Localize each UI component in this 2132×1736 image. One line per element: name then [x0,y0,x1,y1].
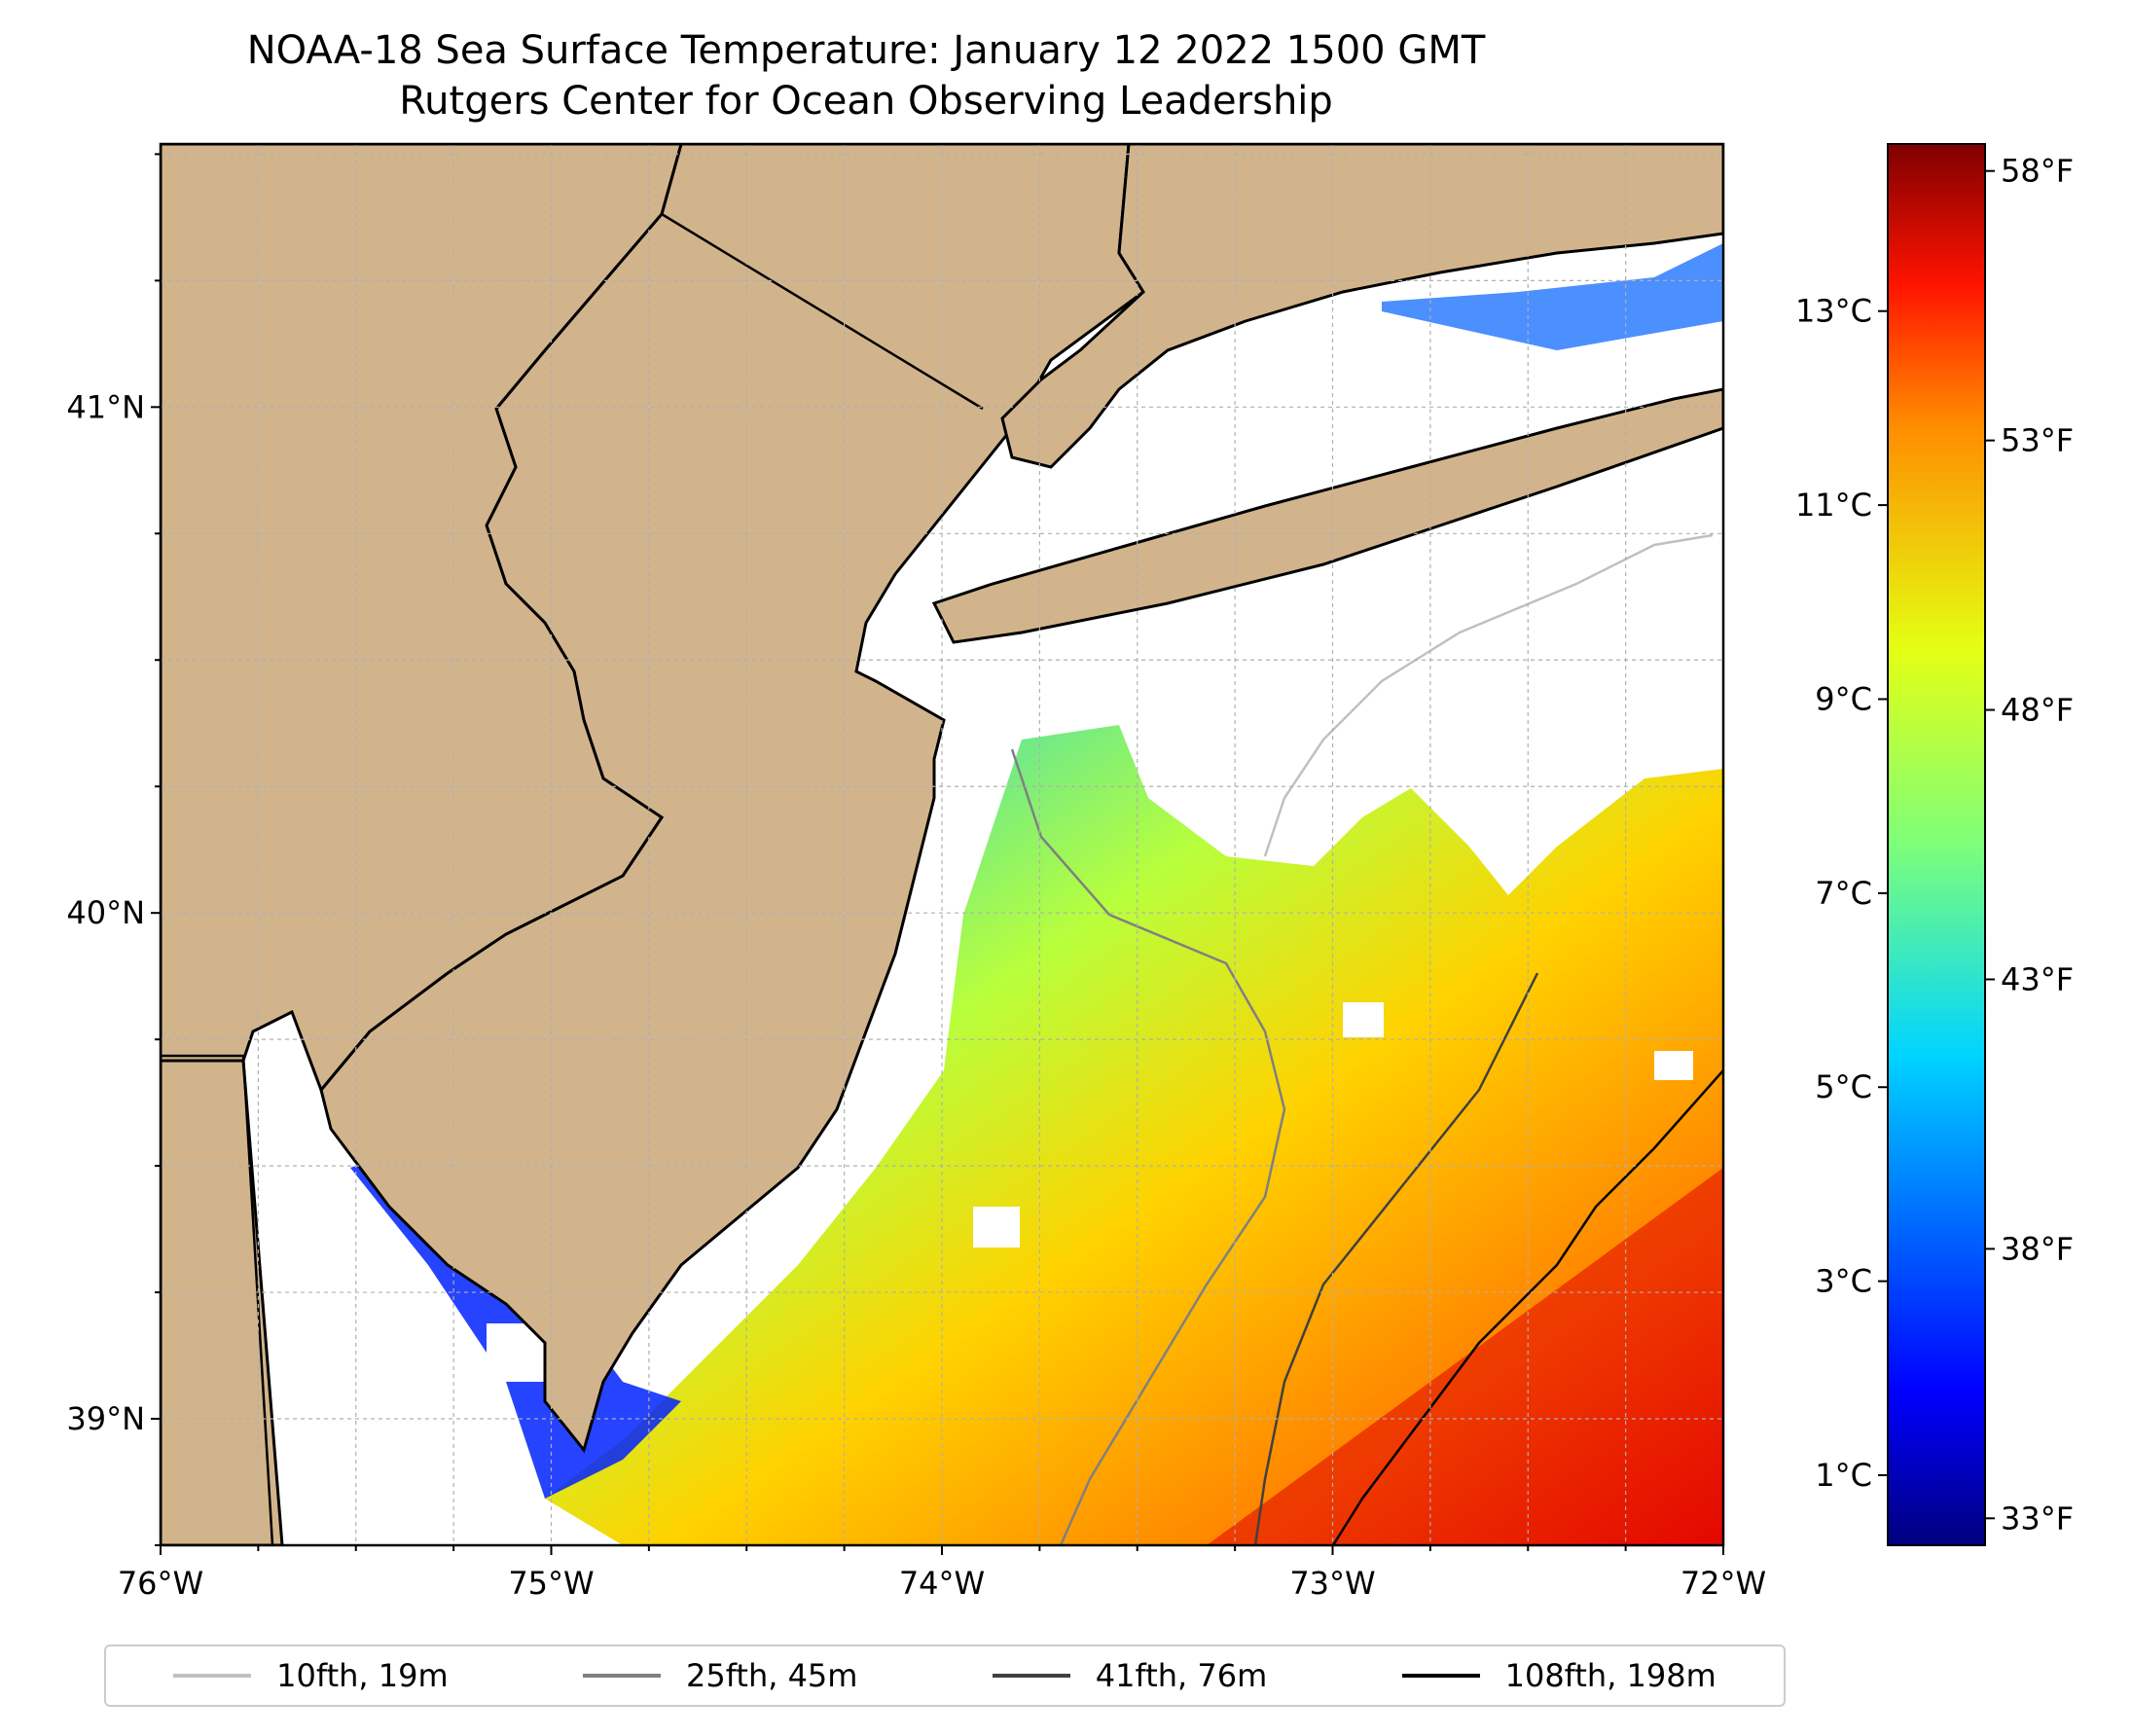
colorbar-celsius-label: 3°C [1815,1263,1872,1300]
lon-tick-label: 72°W [1680,1565,1766,1602]
contour-108fth [1331,1069,1723,1545]
legend-item: 41fth, 76m [992,1657,1268,1694]
land-new-england [1000,144,1723,469]
legend-label: 108fth, 198m [1504,1657,1716,1694]
colorbar-fahrenheit-label: 43°F [2001,960,2074,997]
title-line-1: NOAA-18 Sea Surface Temperature: January… [246,28,1486,73]
warm-gulfstream-region [1207,1168,1723,1545]
cloud-gap [973,1207,1020,1248]
colorbar-fahrenheit-label: 58°F [2001,153,2074,190]
lat-tick-label: 41°N [66,388,145,425]
title-line-2: Rutgers Center for Ocean Observing Leade… [399,79,1333,124]
contour-25fth [1010,748,1286,1545]
contour-41fth [1253,972,1539,1545]
land-long-island [931,387,1723,644]
axis-ticks: 76°W 75°W 74°W 73°W 72°W 41°N 40°N 39°N [66,153,1766,1602]
contour-10fth [1263,533,1714,857]
map-title: NOAA-18 Sea Surface Temperature: January… [0,25,1732,127]
colorbar-ticks: 13°C 11°C 9°C 7°C 5°C 3°C 1°C 58°F 53°F 48°F 43°F 3… [1795,153,2074,1537]
long-island-sound-water [1382,243,1723,350]
map-gridlines [160,144,1724,1546]
colorbar [1887,143,1986,1546]
colorbar-fahrenheit-label: 53°F [2001,422,2074,459]
state-boundary-ny-nj [661,212,984,411]
cloud-gap [1654,1051,1693,1080]
legend-swatch [992,1674,1070,1678]
legend-swatch [1401,1674,1480,1678]
lon-tick-label: 73°W [1289,1565,1375,1602]
legend-label: 25fth, 45m [685,1657,858,1694]
lat-tick-label: 40°N [66,894,145,931]
cloud-gap [1343,1002,1384,1037]
legend-item: 25fth, 45m [582,1657,858,1694]
colorbar-celsius-label: 5°C [1815,1068,1872,1105]
lon-tick-label: 74°W [899,1565,985,1602]
colorbar-fahrenheit-label: 33°F [2001,1500,2074,1537]
bathymetry-legend: 10fth, 19m 25fth, 45m 41fth, 76m 108fth, 19… [104,1645,1786,1707]
legend-swatch [173,1674,252,1678]
colorbar-celsius-label: 9°C [1815,680,1872,717]
colorbar-celsius-label: 13°C [1795,293,1872,330]
state-boundary-de-md [161,1054,274,1545]
legend-label: 10fth, 19m [276,1657,449,1694]
legend-label: 41fth, 76m [1095,1657,1268,1694]
legend-item: 108fth, 198m [1401,1657,1716,1694]
colorbar-celsius-label: 1°C [1815,1457,1872,1494]
lat-tick-label: 39°N [66,1400,145,1437]
colorbar-fahrenheit-label: 48°F [2001,692,2074,729]
colorbar-celsius-label: 11°C [1795,487,1872,524]
lon-tick-label: 76°W [118,1565,203,1602]
legend-item: 10fth, 19m [173,1657,449,1694]
lon-tick-label: 75°W [508,1565,594,1602]
colorbar-fahrenheit-label: 38°F [2001,1230,2074,1267]
legend-swatch [582,1674,661,1678]
sst-raster [545,725,1723,1545]
colorbar-celsius-label: 7°C [1815,875,1872,912]
